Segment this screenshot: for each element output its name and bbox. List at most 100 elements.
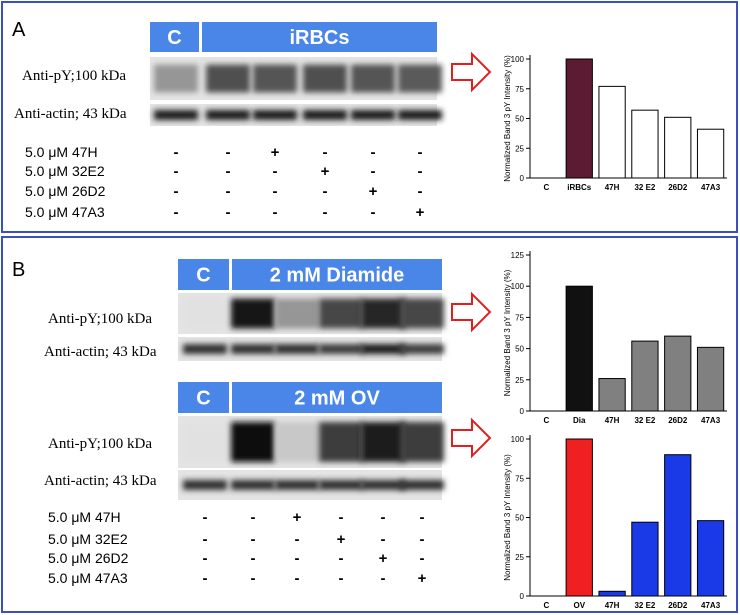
- header-text: C: [196, 265, 210, 287]
- y-axis-label: Normalized Band 3 pY Intensity (%): [503, 55, 512, 182]
- treatment-mark: -: [371, 163, 376, 180]
- treatment-mark: -: [226, 144, 231, 161]
- treatment-mark: -: [174, 144, 179, 161]
- header-text: C: [196, 388, 210, 410]
- blot-band: [319, 344, 363, 354]
- y-tick-label: 125: [511, 251, 525, 260]
- blot-band: [183, 480, 227, 490]
- blot-band: [398, 64, 442, 93]
- treatment-mark: -: [418, 163, 423, 180]
- treatment-mark: +: [321, 163, 330, 180]
- blot-band: [361, 422, 405, 462]
- bar: [565, 285, 593, 412]
- header-text: C: [167, 27, 181, 49]
- blot-band: [231, 480, 275, 490]
- bar: [598, 85, 626, 179]
- y-axis-label: Normalized Band 3 pY Intensity (%): [503, 269, 512, 396]
- treatment-mark: -: [251, 531, 256, 548]
- bar: [598, 590, 626, 597]
- blot-band: [303, 64, 347, 93]
- blot-band: [275, 298, 319, 329]
- blot-band: [253, 64, 297, 93]
- y-tick-label: 50: [515, 345, 524, 354]
- treatment-mark: -: [174, 163, 179, 180]
- treatment-mark: -: [339, 550, 344, 567]
- blot-band: [319, 298, 363, 329]
- x-tick-label: C: [544, 183, 550, 192]
- arrow: [451, 417, 492, 459]
- treatment-mark: -: [371, 204, 376, 221]
- x-tick-label: OV: [573, 601, 585, 610]
- y-tick-label: 0: [520, 407, 525, 416]
- blot-band: [400, 298, 444, 329]
- treatment-mark: -: [381, 531, 386, 548]
- bar: [664, 116, 692, 179]
- blot-band: [400, 344, 444, 354]
- treatment-label: 5.0 μM 26D2: [48, 550, 129, 566]
- blot-label: Anti-pY;100 kDa: [48, 436, 152, 452]
- blot-label: Anti-pY;100 kDa: [22, 68, 126, 84]
- blot-band: [231, 344, 275, 354]
- arrows: [451, 51, 492, 459]
- blot-band: [183, 422, 227, 462]
- y-tick-label: 0: [520, 174, 525, 183]
- treatment-mark: -: [226, 163, 231, 180]
- treatment-mark: -: [273, 204, 278, 221]
- blot-band: [154, 110, 198, 120]
- x-tick-label: 47A3: [701, 601, 721, 610]
- y-tick-label: 75: [515, 474, 524, 483]
- panel-label: A: [12, 19, 26, 41]
- bar: [565, 438, 593, 597]
- bar: [664, 335, 692, 412]
- header-box: [202, 22, 437, 52]
- blot-band: [154, 64, 198, 93]
- treatment-mark: -: [251, 550, 256, 567]
- bar: [664, 454, 692, 597]
- y-tick-label: 100: [511, 282, 525, 291]
- blot-band: [361, 480, 405, 490]
- blot-band: [183, 298, 227, 329]
- y-tick-label: 25: [515, 144, 524, 153]
- blot-band: [361, 344, 405, 354]
- treatment-mark: -: [418, 144, 423, 161]
- treatment-mark: -: [273, 163, 278, 180]
- header-box: [178, 259, 229, 290]
- treatment-label: 5.0 μM 47A3: [25, 204, 105, 220]
- blot-band: [319, 480, 363, 490]
- bar: [631, 340, 659, 412]
- y-axis-label: Normalized Band 3 pY Intensity (%): [503, 454, 512, 581]
- treatment-label: 5.0 μM 47A3: [48, 570, 128, 586]
- treatment-mark: -: [295, 550, 300, 567]
- x-tick-label: 32 E2: [634, 601, 655, 610]
- blot-label: Anti-pY;100 kDa: [48, 311, 152, 327]
- treatment-mark: -: [251, 509, 256, 526]
- blot-label: Anti-actin; 43 kDa: [44, 344, 157, 360]
- blot-band: [398, 110, 442, 120]
- treatment-label: 5.0 μM 47H: [48, 509, 121, 525]
- bar: [631, 521, 659, 597]
- x-tick-label: iRBCs: [567, 183, 592, 192]
- treatment-label: 5.0 μM 26D2: [25, 183, 106, 199]
- blot-band: [319, 422, 363, 462]
- treatment-mark: -: [251, 570, 256, 587]
- treatment-mark: +: [416, 204, 425, 221]
- treatment-mark: +: [337, 531, 346, 548]
- y-tick-label: 100: [511, 55, 525, 64]
- treatment-mark: -: [174, 204, 179, 221]
- bar: [696, 128, 725, 179]
- treatment-mark: -: [295, 570, 300, 587]
- blot-label: Anti-actin; 43 kDa: [14, 106, 127, 122]
- header-box: [232, 382, 442, 413]
- blot-band: [400, 480, 444, 490]
- treatment-mark: -: [420, 509, 425, 526]
- treatment-mark: -: [226, 204, 231, 221]
- blot-band: [253, 110, 297, 120]
- treatment-mark: +: [271, 144, 280, 161]
- blot-band: [206, 110, 250, 120]
- header-box: [150, 22, 199, 52]
- bar: [631, 109, 659, 179]
- header-text: iRBCs: [289, 27, 349, 49]
- treatment-mark: -: [323, 183, 328, 200]
- x-tick-label: C: [544, 416, 550, 425]
